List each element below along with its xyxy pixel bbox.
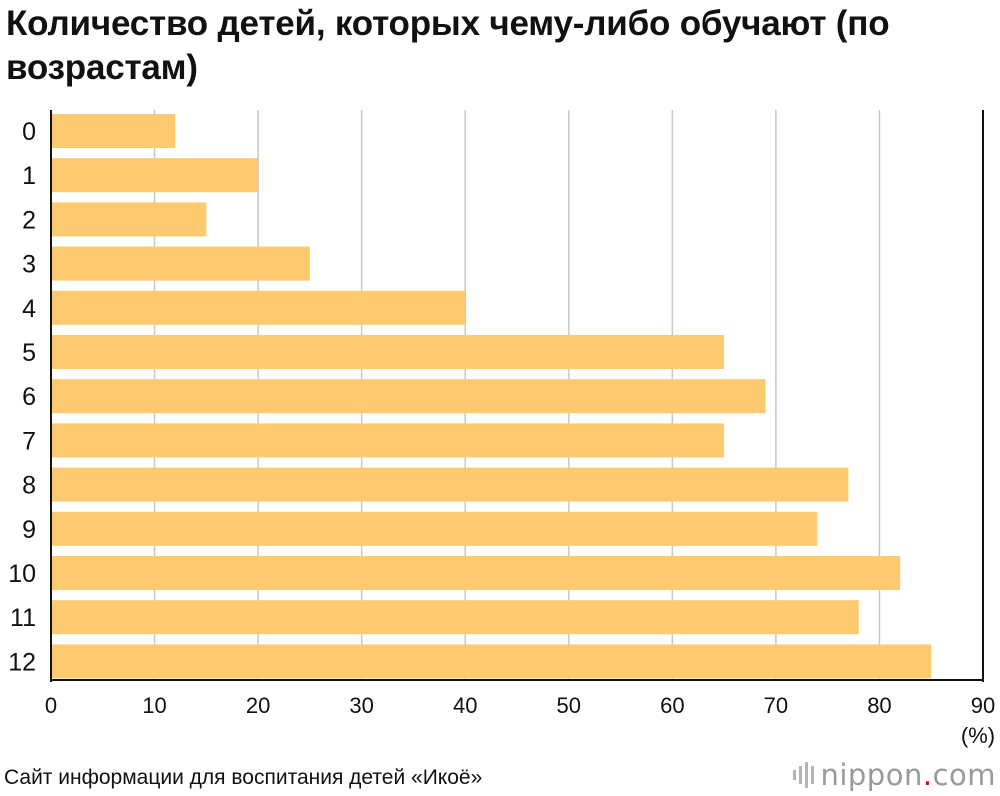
- category-label: 11: [10, 604, 36, 632]
- bar-age-2: [51, 202, 207, 237]
- bar-age-0: [51, 114, 176, 148]
- chart-title: Количество детей, которых чему-либо обуч…: [6, 4, 890, 87]
- x-tick-label-20: 20: [246, 693, 270, 718]
- category-label: 10: [8, 560, 36, 588]
- bar-age-5: [51, 335, 725, 369]
- x-tick-label-50: 50: [557, 693, 581, 718]
- category-label: 1: [22, 162, 36, 190]
- bar-age-1: [51, 158, 259, 193]
- bar-age-4: [51, 290, 466, 325]
- source-note: Сайт информации для воспитания детей «Ик…: [4, 766, 483, 789]
- bar-age-9: [51, 511, 818, 546]
- category-label: 3: [22, 251, 36, 279]
- logo-bars-icon: [793, 760, 815, 790]
- category-label: 6: [22, 383, 36, 411]
- x-tick-label-60: 60: [660, 693, 684, 718]
- x-tick-label-70: 70: [764, 693, 788, 718]
- bar-age-8: [51, 467, 849, 502]
- x-tick-label-0: 0: [45, 693, 57, 718]
- bar-age-11: [51, 600, 859, 635]
- category-label: 8: [22, 472, 36, 500]
- x-tick-label-80: 80: [867, 693, 891, 718]
- category-label: 9: [22, 516, 36, 544]
- x-tick-label-40: 40: [453, 693, 477, 718]
- x-tick-label-10: 10: [142, 693, 166, 718]
- x-tick-label-90: 90: [971, 693, 995, 718]
- x-tick-label-30: 30: [349, 693, 373, 718]
- logo-wordmark: nippon.com: [820, 758, 996, 792]
- bar-age-6: [51, 379, 766, 414]
- bar-age-10: [51, 556, 901, 590]
- bar-age-12: [51, 644, 932, 679]
- category-label: 5: [22, 339, 36, 367]
- category-label: 4: [22, 295, 36, 323]
- unit-label: (%): [961, 723, 995, 748]
- category-label: 2: [22, 206, 36, 234]
- bar-age-7: [51, 423, 725, 458]
- category-label: 12: [8, 648, 36, 676]
- bar-age-3: [51, 246, 310, 281]
- category-label: 7: [22, 427, 36, 455]
- nippon-logo: nippon.com: [793, 758, 996, 792]
- category-label: 0: [22, 118, 36, 146]
